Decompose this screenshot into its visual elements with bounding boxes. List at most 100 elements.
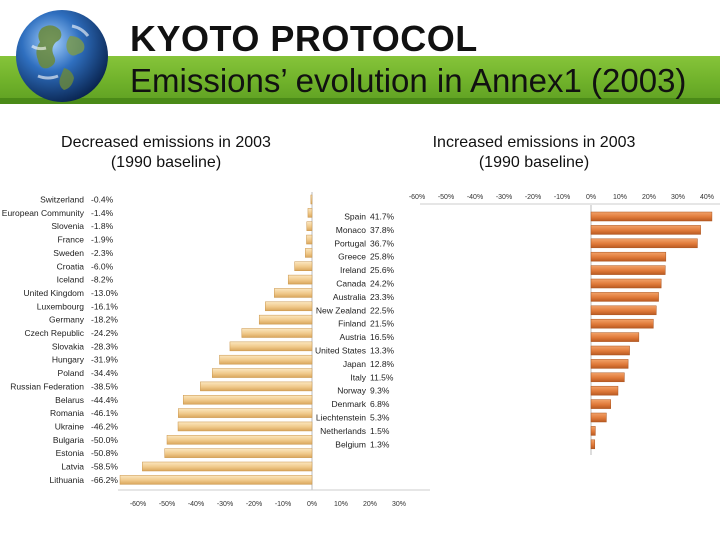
label-slovakia: Slovakia bbox=[52, 341, 84, 351]
bar-ireland bbox=[590, 265, 666, 275]
label-switzerland: Switzerland bbox=[40, 195, 84, 205]
value-portugal: 36.7% bbox=[370, 238, 395, 248]
bar-european-community bbox=[307, 208, 313, 218]
bar-iceland bbox=[287, 274, 313, 285]
label-czech-republic: Czech Republic bbox=[24, 328, 84, 338]
value-germany: -18.2% bbox=[91, 315, 118, 325]
label-ireland: Ireland bbox=[340, 265, 366, 275]
value-monaco: 37.8% bbox=[370, 225, 395, 235]
label-japan: Japan bbox=[343, 359, 366, 369]
value-lithuania: -66.2% bbox=[91, 475, 118, 485]
label-hungary: Hungary bbox=[52, 355, 85, 365]
value-european-community: -1.4% bbox=[91, 208, 114, 218]
bar-austria bbox=[590, 332, 640, 342]
label-estonia: Estonia bbox=[56, 448, 85, 458]
bar-denmark bbox=[590, 399, 611, 409]
left-tick-10: 10% bbox=[334, 501, 348, 508]
right-chart-subtitle: (1990 baseline) bbox=[478, 154, 590, 171]
bar-belarus bbox=[182, 395, 313, 405]
value-austria: 16.5% bbox=[370, 332, 395, 342]
value-estonia: -50.8% bbox=[91, 448, 118, 458]
label-croatia: Croatia bbox=[57, 261, 85, 271]
label-bulgaria: Bulgaria bbox=[53, 435, 84, 445]
value-romania: -46.1% bbox=[91, 408, 118, 418]
label-latvia: Latvia bbox=[61, 462, 84, 472]
bar-canada bbox=[590, 278, 662, 289]
label-monaco: Monaco bbox=[336, 225, 367, 235]
label-ukraine: Ukraine bbox=[55, 421, 85, 431]
label-romania: Romania bbox=[50, 408, 84, 418]
right-tick-20: 20% bbox=[642, 194, 656, 201]
label-sweden: Sweden bbox=[53, 248, 84, 258]
label-canada: Canada bbox=[336, 279, 366, 289]
left-tick-50: -50% bbox=[159, 501, 175, 508]
value-belgium: 1.3% bbox=[370, 439, 390, 449]
left-tick-20: -20% bbox=[246, 501, 262, 508]
bar-italy bbox=[590, 372, 625, 383]
value-united-kingdom: -13.0% bbox=[91, 288, 118, 298]
label-poland: Poland bbox=[58, 368, 85, 378]
value-russian-federation: -38.5% bbox=[91, 381, 118, 391]
left-tick-0: 0% bbox=[307, 501, 317, 508]
label-spain: Spain bbox=[344, 212, 366, 222]
bar-hungary bbox=[219, 354, 313, 365]
bar-poland bbox=[211, 368, 313, 378]
value-croatia: -6.0% bbox=[91, 261, 114, 271]
label-liechtenstein: Liechtenstein bbox=[316, 413, 366, 423]
right-tick-10: -10% bbox=[554, 194, 570, 201]
bar-monaco bbox=[590, 225, 701, 235]
label-germany: Germany bbox=[49, 315, 85, 325]
bar-slovenia bbox=[306, 221, 313, 231]
bar-belgium bbox=[590, 439, 596, 450]
value-greece: 25.8% bbox=[370, 252, 395, 262]
value-ukraine: -46.2% bbox=[91, 421, 118, 431]
bar-czech-republic bbox=[241, 328, 313, 338]
left-tick-30: -30% bbox=[217, 501, 233, 508]
bar-estonia bbox=[164, 448, 313, 458]
label-australia: Australia bbox=[333, 292, 366, 302]
value-hungary: -31.9% bbox=[91, 355, 118, 365]
bar-united-states bbox=[590, 345, 630, 356]
left-tick-30: 30% bbox=[392, 501, 406, 508]
value-netherlands: 1.5% bbox=[370, 426, 390, 436]
increased-emissions-chart: -60% -50% -40% -30% -20% -10% 0% 10% 20% 30% 40% Sp… bbox=[315, 194, 720, 455]
label-austria: Austria bbox=[340, 332, 367, 342]
header-green-band bbox=[0, 56, 720, 104]
header-divider bbox=[0, 98, 720, 104]
bar-finland bbox=[590, 318, 654, 329]
header-top-band bbox=[0, 0, 720, 56]
bar-latvia bbox=[142, 461, 313, 472]
decreased-emissions-chart: Switzerland -0.4% European Community -1.4% S… bbox=[2, 192, 430, 508]
bar-new-zealand bbox=[590, 305, 657, 316]
value-belarus: -44.4% bbox=[91, 395, 118, 405]
label-france: France bbox=[58, 235, 85, 245]
bar-croatia bbox=[294, 261, 313, 271]
value-slovenia: -1.8% bbox=[91, 221, 114, 231]
right-tick-40: -40% bbox=[467, 194, 483, 201]
value-iceland: -8.2% bbox=[91, 275, 114, 285]
value-norway: 9.3% bbox=[370, 386, 390, 396]
bar-slovakia bbox=[229, 341, 313, 352]
value-finland: 21.5% bbox=[370, 319, 395, 329]
slide-header: KYOTO PROTOCOL Emissions’ evolution in A… bbox=[0, 0, 720, 104]
left-chart-subtitle: (1990 baseline) bbox=[110, 154, 222, 171]
bar-japan bbox=[590, 359, 629, 369]
left-tick-60: -60% bbox=[130, 501, 146, 508]
bar-france bbox=[306, 234, 313, 245]
value-japan: 12.8% bbox=[370, 359, 395, 369]
value-poland: -34.4% bbox=[91, 368, 118, 378]
value-new-zealand: 22.5% bbox=[370, 305, 395, 315]
slide-title: KYOTO PROTOCOL bbox=[130, 18, 478, 59]
left-chart-title: Decreased emissions in 2003 bbox=[61, 134, 271, 151]
left-tick-10: -10% bbox=[275, 501, 291, 508]
value-ireland: 25.6% bbox=[370, 265, 395, 275]
label-slovenia: Slovenia bbox=[51, 221, 84, 231]
right-tick-60: -60% bbox=[409, 194, 425, 201]
value-liechtenstein: 5.3% bbox=[370, 413, 390, 423]
globe-icon bbox=[16, 10, 108, 102]
bar-lithuania bbox=[119, 475, 313, 485]
right-tick-50: -50% bbox=[438, 194, 454, 201]
label-iceland: Iceland bbox=[57, 275, 85, 285]
value-denmark: 6.8% bbox=[370, 399, 390, 409]
